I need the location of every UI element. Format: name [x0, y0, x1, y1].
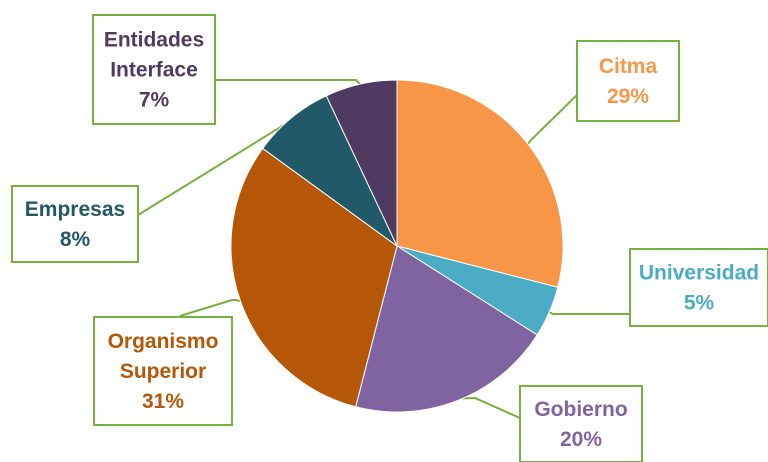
callout-box [576, 40, 680, 122]
data-label-percent: 20% [560, 428, 602, 451]
callout-box [519, 385, 643, 462]
callout-citma: Citma 29% [576, 40, 680, 122]
callout-box [92, 14, 216, 125]
data-label-category: Superior [120, 360, 206, 383]
leader-line-gobierno [457, 396, 521, 419]
data-label-category: Interface [110, 59, 198, 82]
data-label-percent: 7% [139, 89, 170, 112]
data-label-category: Entidades [104, 29, 204, 52]
leader-line-organismo-superior [179, 299, 243, 317]
leader-line-entidades-interface [215, 79, 362, 87]
data-label-category: Universidad [639, 262, 759, 285]
callout-universidad: Universidad 5% [629, 248, 768, 327]
callout-gobierno: Gobierno 20% [519, 385, 643, 462]
callout-box [93, 316, 233, 426]
callout-empresas: Empresas 8% [11, 185, 139, 263]
pie-slice-gobierno [355, 245, 538, 413]
leader-line-empresas [137, 118, 293, 216]
callout-entidades-interface: Entidades Interface 7% [92, 14, 216, 125]
pie-slice-entidades-interface [325, 79, 398, 247]
data-label-percent: 29% [607, 85, 649, 108]
leader-line-universidad [547, 310, 630, 315]
callout-organismo-superior: Organismo Superior 31% [93, 316, 233, 426]
callout-box [629, 248, 768, 327]
data-label-category: Gobierno [534, 398, 627, 421]
data-label-percent: 31% [142, 390, 184, 413]
data-label-category: Organismo [108, 330, 219, 353]
pie-slice-organismo-superior [230, 147, 398, 408]
callout-box [11, 185, 139, 263]
pie-slices [230, 79, 564, 413]
leader-line-citma [525, 94, 578, 147]
data-label-category: Citma [599, 55, 658, 78]
data-label-percent: 8% [60, 228, 91, 251]
pie-slice-citma [396, 79, 564, 288]
data-label-category: Empresas [25, 198, 125, 221]
data-callouts: Citma 29% Universidad 5% Gobierno 20% Organism… [11, 14, 768, 462]
data-label-percent: 5% [684, 292, 715, 315]
